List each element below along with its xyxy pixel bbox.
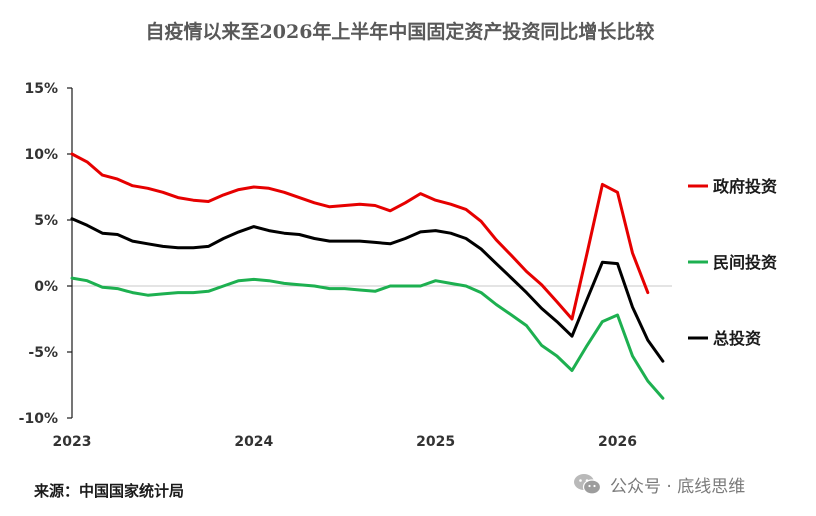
legend-item: 总投资 — [688, 329, 761, 348]
series-line-0 — [70, 152, 650, 321]
y-tick-label: 5% — [34, 213, 58, 229]
legend-label: 总投资 — [713, 329, 761, 348]
chart-title: 自疫情以来至2026年上半年中国固定资产投资同比增长比较 — [146, 20, 655, 43]
watermark-text: 公众号 · 底线思维 — [610, 476, 746, 497]
legend-item: 政府投资 — [688, 177, 777, 196]
series-line-2 — [70, 217, 665, 363]
x-tick-label: 2023 — [53, 434, 92, 450]
chart-series — [70, 152, 665, 400]
series-line-1 — [70, 276, 665, 400]
legend-label: 政府投资 — [713, 177, 777, 196]
x-tick-label: 2026 — [598, 434, 637, 450]
legend-item: 民间投资 — [688, 253, 777, 272]
watermark: 公众号 · 底线思维 — [572, 470, 745, 498]
x-tick-label: 2024 — [234, 434, 273, 450]
chart-source: 来源：中国国家统计局 — [34, 482, 185, 500]
wechat-icon — [574, 474, 602, 495]
y-tick-label: -10% — [19, 411, 58, 427]
y-tick-label: 15% — [24, 81, 58, 97]
x-tick-label: 2025 — [416, 434, 455, 450]
legend-label: 民间投资 — [713, 253, 777, 272]
y-tick-label: 0% — [34, 279, 58, 295]
y-tick-label: -5% — [28, 345, 58, 361]
chart-axes: 15% 10% 5% 0% -5% -10% 2023 2024 2025 2026 — [19, 81, 672, 450]
y-tick-label: 10% — [24, 147, 58, 163]
